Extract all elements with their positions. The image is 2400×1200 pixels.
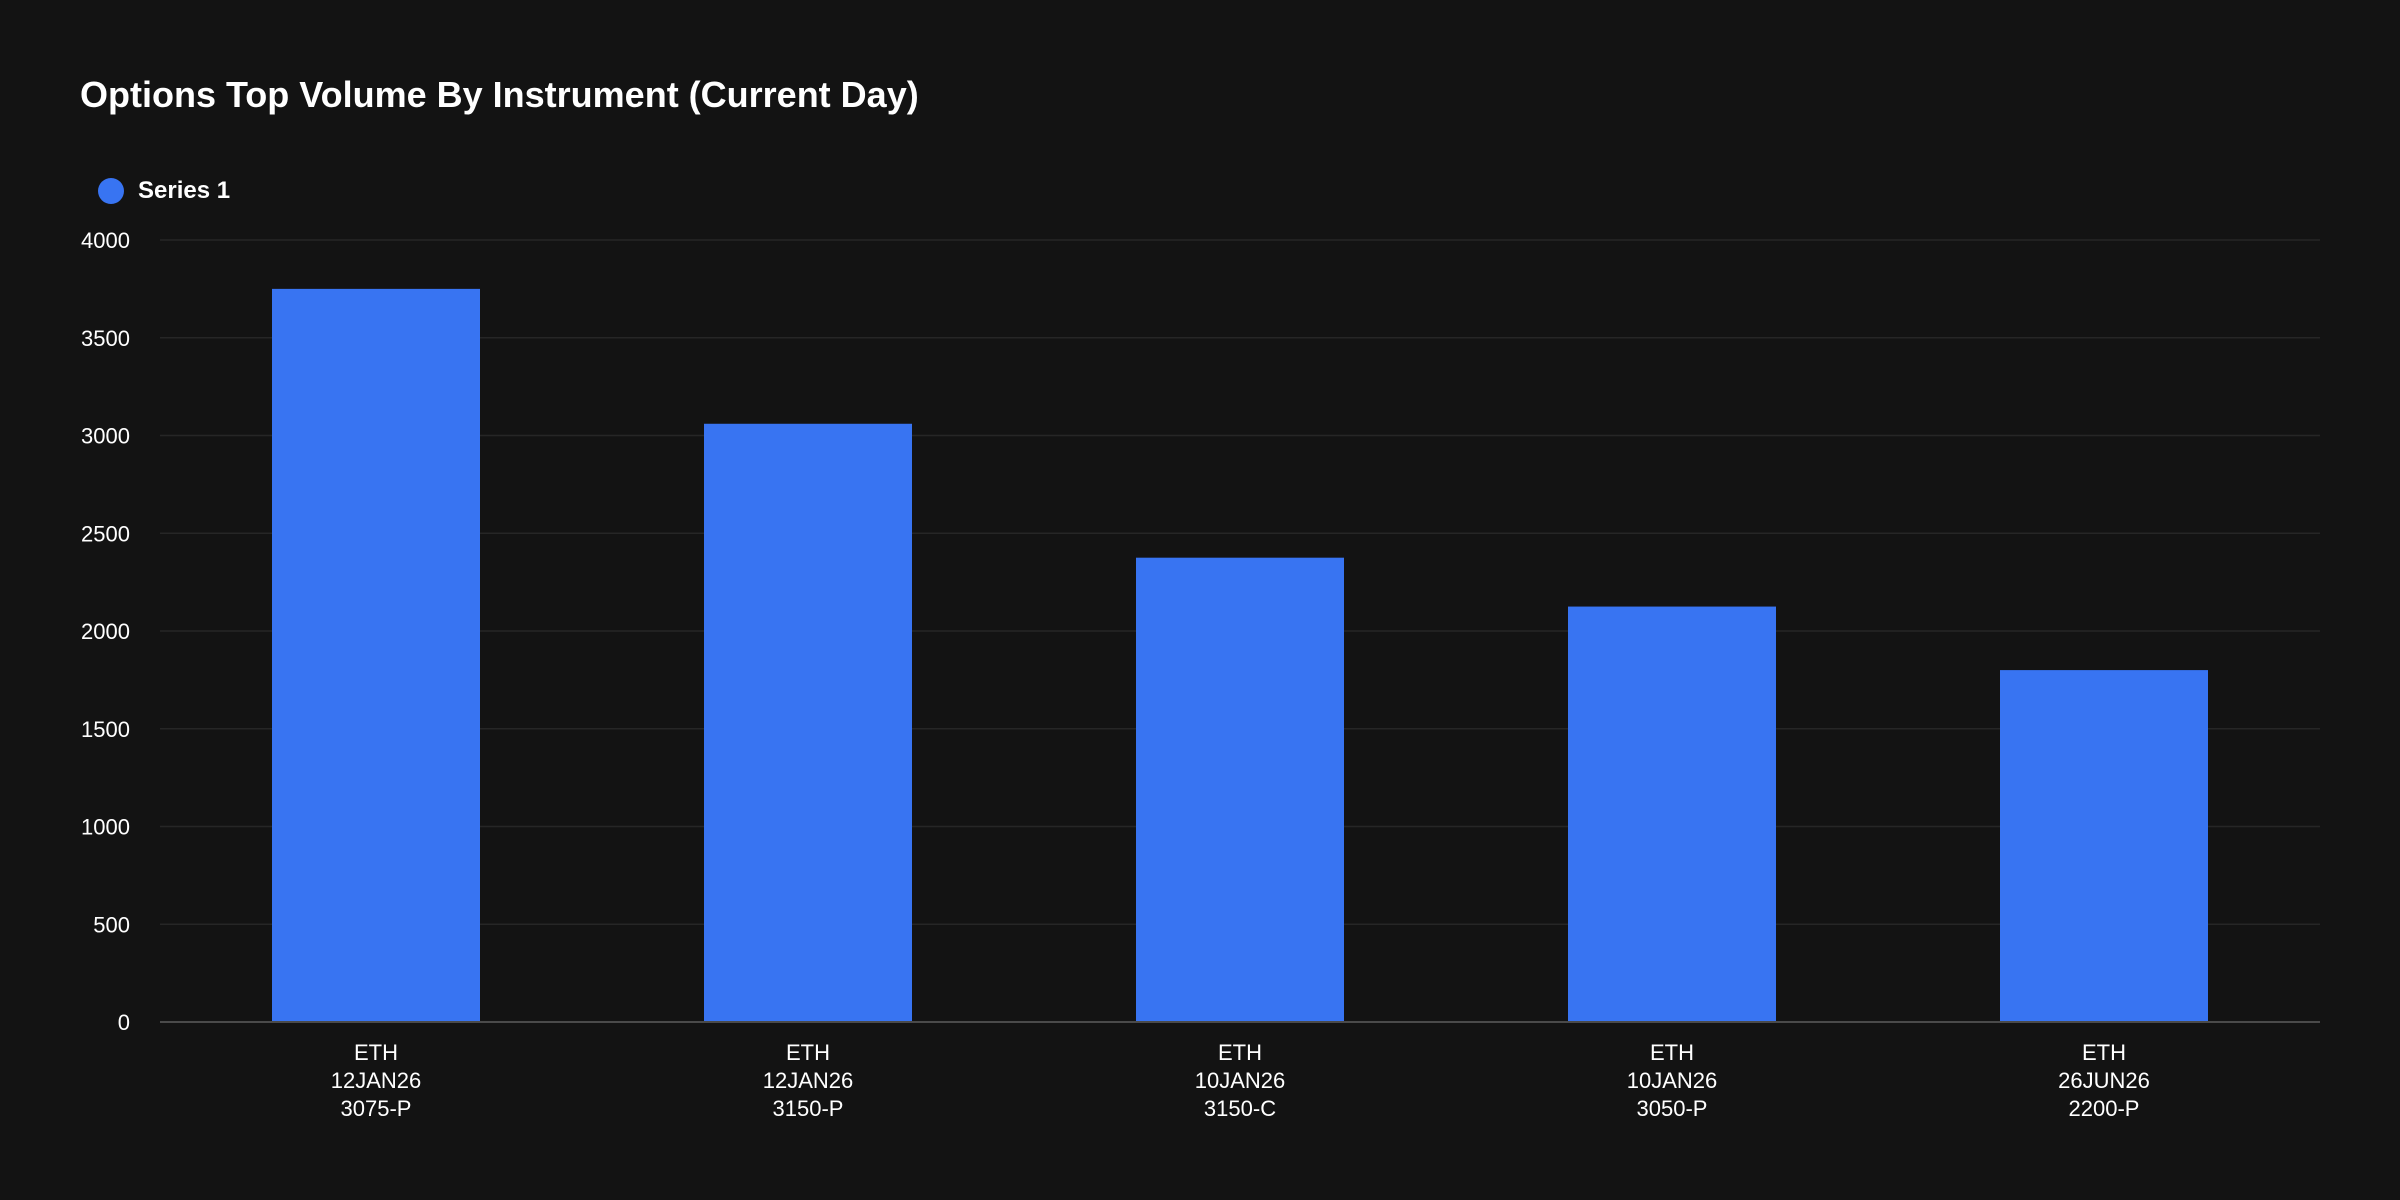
x-tick-label-line: ETH [786, 1040, 830, 1065]
y-axis-ticks: 0 500 1000 1500 2000 2500 3000 3500 4000 [81, 228, 130, 1035]
x-tick-label-line: ETH [2082, 1040, 2126, 1065]
legend-swatch-series-1 [98, 178, 124, 204]
y-tick-label: 500 [93, 912, 130, 937]
x-tick-label-line: ETH [1650, 1040, 1694, 1065]
y-tick-label: 2500 [81, 521, 130, 546]
y-tick-label: 3500 [81, 326, 130, 351]
x-tick-label-line: 2200-P [2069, 1096, 2140, 1121]
x-tick-label-line: 10JAN26 [1195, 1068, 1286, 1093]
y-tick-label: 0 [118, 1010, 130, 1035]
y-tick-label: 2000 [81, 619, 130, 644]
legend-label-series-1: Series 1 [138, 177, 231, 204]
x-tick-label-line: ETH [1218, 1040, 1262, 1065]
x-tick-label-line: 26JUN26 [2058, 1068, 2150, 1093]
x-tick-label-line: 12JAN26 [763, 1068, 854, 1093]
bar[interactable] [272, 288, 480, 1022]
x-tick-label: ETH 12JAN26 3075-P [331, 1040, 422, 1121]
x-tick-label: ETH 10JAN26 3050-P [1627, 1040, 1718, 1121]
x-tick-label: ETH 10JAN26 3150-C [1195, 1040, 1286, 1121]
y-tick-label: 3000 [81, 424, 130, 449]
x-tick-label: ETH 26JUN26 2200-P [2058, 1040, 2150, 1121]
x-tick-label-line: 3150-C [1204, 1096, 1276, 1121]
bar[interactable] [1136, 557, 1344, 1022]
y-tick-label: 4000 [81, 228, 130, 253]
x-tick-label-line: 12JAN26 [331, 1068, 422, 1093]
bar[interactable] [704, 423, 912, 1022]
y-tick-label: 1500 [81, 717, 130, 742]
x-tick-label-line: 3050-P [1637, 1096, 1708, 1121]
legend[interactable]: Series 1 [98, 175, 230, 207]
chart-title: Options Top Volume By Instrument (Curren… [80, 74, 919, 115]
y-tick-label: 1000 [81, 815, 130, 840]
x-tick-label-line: ETH [354, 1040, 398, 1065]
bar[interactable] [2000, 670, 2208, 1022]
x-tick-label: ETH 12JAN26 3150-P [763, 1040, 854, 1121]
x-tick-label-line: 10JAN26 [1627, 1068, 1718, 1093]
bar[interactable] [1568, 606, 1776, 1022]
bars [272, 288, 2208, 1022]
x-tick-label-line: 3075-P [341, 1096, 412, 1121]
x-tick-label-line: 3150-P [773, 1096, 844, 1121]
x-axis-ticks: ETH 12JAN26 3075-P ETH 12JAN26 3150-P ETH 10JAN… [331, 1040, 2150, 1121]
